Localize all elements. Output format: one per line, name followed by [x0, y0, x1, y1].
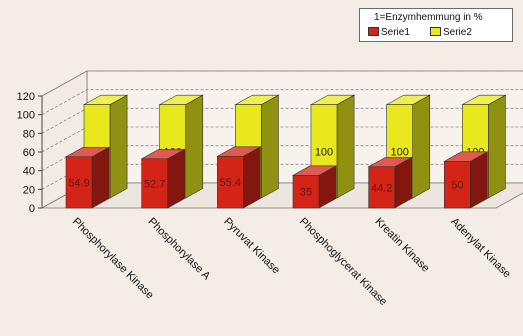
data-label: 100: [390, 146, 408, 158]
gridline: [41, 89, 523, 116]
bar-side: [488, 94, 506, 199]
legend: 1=Enzymhemmung in % Serie1 Serie2: [359, 8, 513, 42]
bar-front: [292, 175, 320, 209]
bar-front: [217, 155, 244, 209]
data-label: 54.9: [68, 177, 89, 189]
bar-serie1-2: 55.4: [216, 146, 262, 209]
legend-label-serie1: Serie1: [381, 27, 410, 38]
data-label: 52.7: [144, 178, 165, 190]
bar-serie2-4: 100: [385, 94, 431, 199]
series1-bars: 54.9 52.7 55.4 35 44.2 50: [64, 146, 489, 209]
legend-item-serie2: Serie2: [430, 27, 472, 38]
y-tick-label: 20: [23, 184, 35, 196]
bar-side: [185, 94, 204, 199]
bar-serie1-3: 35: [291, 165, 338, 209]
data-label: 55.4: [220, 177, 241, 189]
bar-serie1-4: 44.2: [367, 156, 413, 209]
bar-serie1-1: 52.7: [140, 148, 186, 209]
y-tick-label: 80: [23, 128, 35, 140]
bar-side: [412, 94, 431, 199]
y-tick-label: 60: [23, 147, 35, 159]
x-tick-label: Pyruvat Kinase: [221, 216, 282, 277]
bar-side: [167, 148, 186, 209]
bar-side: [91, 146, 110, 209]
data-label: 100: [315, 146, 333, 158]
legend-label-serie2: Serie2: [443, 27, 472, 38]
bar-side: [470, 151, 488, 209]
x-tick-label: Adenylat Kinase: [448, 216, 513, 281]
bar-serie1-0: 54.9: [64, 146, 111, 209]
bar-front: [368, 166, 395, 209]
bar-side: [243, 146, 261, 209]
x-tick-label: Phosphorylase A: [146, 216, 213, 283]
x-tick-label: Phosphorylase Kinase: [70, 216, 156, 302]
bar-side: [336, 94, 355, 199]
y-axis-tick-labels: 0 20 40 60 80 100 120: [17, 91, 35, 215]
bar-front: [65, 156, 93, 209]
y-tick-label: 100: [17, 110, 35, 122]
data-label: 44.2: [371, 182, 392, 194]
legend-swatch-serie1: [368, 27, 379, 36]
data-label: 50: [451, 180, 463, 192]
bar-serie1-5: 50: [443, 151, 489, 209]
y-tick-label: 120: [17, 91, 35, 103]
legend-title: 1=Enzymhemmung in %: [374, 12, 483, 23]
bar-side: [261, 94, 279, 199]
legend-swatch-serie2: [430, 27, 441, 36]
gridline: [41, 70, 523, 97]
y-tick-label: 40: [23, 166, 35, 178]
bar-front: [444, 161, 471, 209]
x-tick-label: Phosphoglycerat Kinase: [297, 216, 389, 308]
data-label: 35: [300, 187, 312, 199]
bar-side: [109, 94, 128, 199]
y-tick-label: 0: [29, 203, 35, 215]
legend-item-serie1: Serie1: [368, 27, 410, 38]
bar-front: [141, 158, 168, 209]
x-tick-label: Kreatin Kinase: [373, 216, 432, 275]
